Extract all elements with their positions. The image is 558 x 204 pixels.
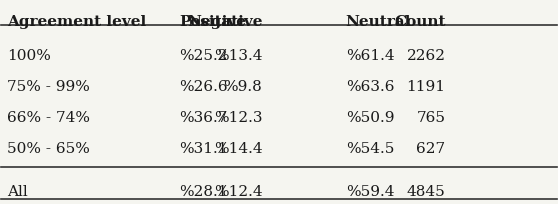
Text: %9.8: %9.8	[224, 80, 262, 94]
Text: %25.2: %25.2	[179, 49, 228, 63]
Text: Count: Count	[394, 15, 446, 29]
Text: Neutral: Neutral	[345, 15, 411, 29]
Text: %14.4: %14.4	[214, 142, 262, 156]
Text: 50% - 65%: 50% - 65%	[7, 142, 90, 156]
Text: %36.7: %36.7	[179, 111, 228, 125]
Text: 1191: 1191	[407, 80, 446, 94]
Text: %12.3: %12.3	[214, 111, 262, 125]
Text: %54.5: %54.5	[345, 142, 394, 156]
Text: 66% - 74%: 66% - 74%	[7, 111, 90, 125]
Text: %28.1: %28.1	[179, 185, 228, 199]
Text: %31.1: %31.1	[179, 142, 228, 156]
Text: %13.4: %13.4	[214, 49, 262, 63]
Text: %59.4: %59.4	[345, 185, 394, 199]
Text: %50.9: %50.9	[345, 111, 394, 125]
Text: %61.4: %61.4	[345, 49, 395, 63]
Text: %26.6: %26.6	[179, 80, 228, 94]
Text: Agreement level: Agreement level	[7, 15, 146, 29]
Text: 4845: 4845	[407, 185, 446, 199]
Text: %63.6: %63.6	[345, 80, 394, 94]
Text: %12.4: %12.4	[214, 185, 262, 199]
Text: 765: 765	[417, 111, 446, 125]
Text: 627: 627	[416, 142, 446, 156]
Text: 75% - 99%: 75% - 99%	[7, 80, 90, 94]
Text: All: All	[7, 185, 28, 199]
Text: 100%: 100%	[7, 49, 51, 63]
Text: Negative: Negative	[187, 15, 262, 29]
Text: Positive: Positive	[179, 15, 246, 29]
Text: 2262: 2262	[407, 49, 446, 63]
